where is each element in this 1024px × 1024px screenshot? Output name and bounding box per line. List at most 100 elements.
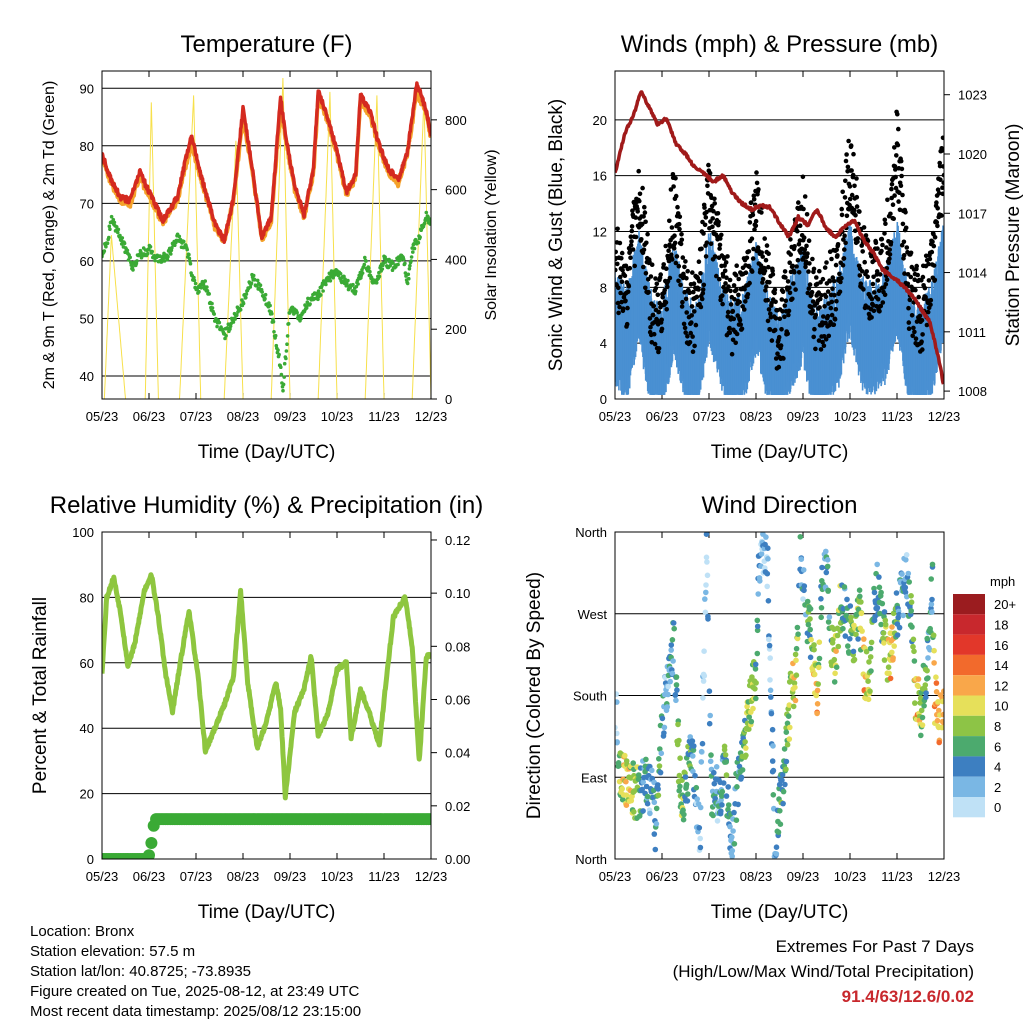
gust-point bbox=[790, 263, 795, 269]
gust-point bbox=[913, 287, 918, 293]
direction-point bbox=[792, 651, 799, 658]
direction-point bbox=[671, 625, 677, 632]
gust-point bbox=[904, 245, 910, 250]
gust-point bbox=[782, 314, 787, 320]
gust-point bbox=[940, 135, 944, 141]
gust-point bbox=[817, 268, 822, 274]
dewpoint-point bbox=[224, 334, 228, 338]
gust-point bbox=[648, 324, 653, 330]
gust-point bbox=[725, 254, 730, 259]
dewpoint-point bbox=[407, 276, 411, 281]
direction-point bbox=[680, 816, 687, 823]
gust-point bbox=[651, 303, 657, 309]
gust-point bbox=[696, 287, 701, 292]
gust-point bbox=[871, 308, 877, 314]
gust-point bbox=[884, 277, 890, 283]
dewpoint-point bbox=[192, 275, 196, 280]
direction-point bbox=[703, 589, 709, 596]
gust-point bbox=[690, 334, 695, 339]
x-tick-label: 11/23 bbox=[881, 869, 913, 884]
gust-point bbox=[633, 215, 638, 220]
gust-point bbox=[875, 296, 881, 302]
gust-point bbox=[726, 284, 731, 289]
direction-point bbox=[697, 844, 704, 851]
gust-point bbox=[615, 300, 621, 306]
direction-point bbox=[764, 570, 771, 577]
direction-point bbox=[681, 811, 687, 818]
direction-point bbox=[833, 664, 840, 670]
y-tick-label-right: 800 bbox=[445, 113, 467, 128]
direction-point bbox=[696, 825, 703, 831]
x-tick-label: 11/23 bbox=[881, 409, 913, 424]
gust-point bbox=[731, 316, 737, 322]
gust-point bbox=[920, 332, 925, 337]
direction-point bbox=[879, 600, 886, 607]
x-tick-label: 05/23 bbox=[86, 409, 119, 424]
gust-point bbox=[667, 275, 673, 281]
direction-point bbox=[757, 578, 763, 584]
direction-point bbox=[723, 759, 729, 765]
extremes-title: Extremes For Past 7 Days bbox=[775, 937, 974, 956]
gust-point bbox=[769, 300, 774, 306]
gust-point bbox=[787, 285, 792, 291]
dewpoint-point bbox=[308, 302, 312, 306]
gust-point bbox=[729, 351, 735, 357]
gust-point bbox=[755, 245, 761, 250]
direction-point bbox=[840, 625, 846, 632]
gust-point bbox=[767, 327, 773, 332]
gust-point bbox=[619, 250, 625, 256]
direction-point bbox=[773, 851, 780, 857]
gust-point bbox=[643, 271, 649, 276]
direction-point bbox=[798, 556, 805, 562]
gust-point bbox=[615, 267, 618, 273]
gust-point bbox=[639, 237, 644, 242]
gust-point bbox=[839, 212, 845, 218]
gust-point bbox=[719, 232, 724, 238]
gust-point bbox=[876, 288, 882, 294]
gust-point bbox=[780, 289, 786, 295]
gust-point bbox=[898, 183, 904, 188]
y-tick-label-right: 600 bbox=[445, 183, 467, 198]
direction-point bbox=[779, 777, 785, 783]
y-tick-label-right: 0.06 bbox=[445, 692, 470, 707]
direction-point bbox=[714, 818, 721, 824]
x-tick-label: 08/23 bbox=[740, 409, 773, 424]
direction-point bbox=[807, 606, 814, 612]
gust-point bbox=[821, 343, 827, 349]
dewpoint-point bbox=[248, 285, 253, 289]
dewpoint-point bbox=[299, 316, 303, 321]
dewpoint-point bbox=[215, 324, 219, 329]
direction-point bbox=[676, 737, 682, 744]
gust-point bbox=[842, 247, 847, 252]
direction-point bbox=[831, 656, 838, 663]
dewpoint-point bbox=[125, 248, 130, 253]
gust-point bbox=[814, 275, 819, 280]
direction-point bbox=[734, 784, 740, 790]
gust-point bbox=[894, 153, 899, 158]
gust-point bbox=[669, 257, 675, 262]
direction-point bbox=[881, 640, 887, 646]
gust-point bbox=[679, 304, 685, 309]
dewpoint-point bbox=[342, 274, 346, 279]
direction-point bbox=[754, 623, 761, 630]
direction-point bbox=[619, 796, 626, 803]
dewpoint-point bbox=[380, 267, 385, 271]
gust-point bbox=[689, 320, 694, 325]
dewpoint-point bbox=[107, 224, 112, 229]
gust-point bbox=[851, 207, 857, 213]
gust-point bbox=[802, 247, 808, 252]
direction-point bbox=[797, 534, 804, 540]
dewpoint-point bbox=[193, 281, 198, 286]
series-gust bbox=[615, 109, 944, 371]
direction-point bbox=[893, 590, 900, 596]
station-latlon: Station lat/lon: 40.8725; -73.8935 bbox=[30, 963, 252, 980]
gust-point bbox=[817, 305, 822, 310]
direction-point bbox=[770, 767, 777, 774]
gust-point bbox=[701, 231, 706, 236]
gust-point bbox=[870, 281, 876, 287]
gust-point bbox=[769, 338, 775, 343]
direction-point bbox=[865, 696, 872, 703]
direction-point bbox=[616, 762, 622, 769]
y-tick-label: South bbox=[573, 689, 607, 704]
gust-point bbox=[831, 278, 837, 284]
